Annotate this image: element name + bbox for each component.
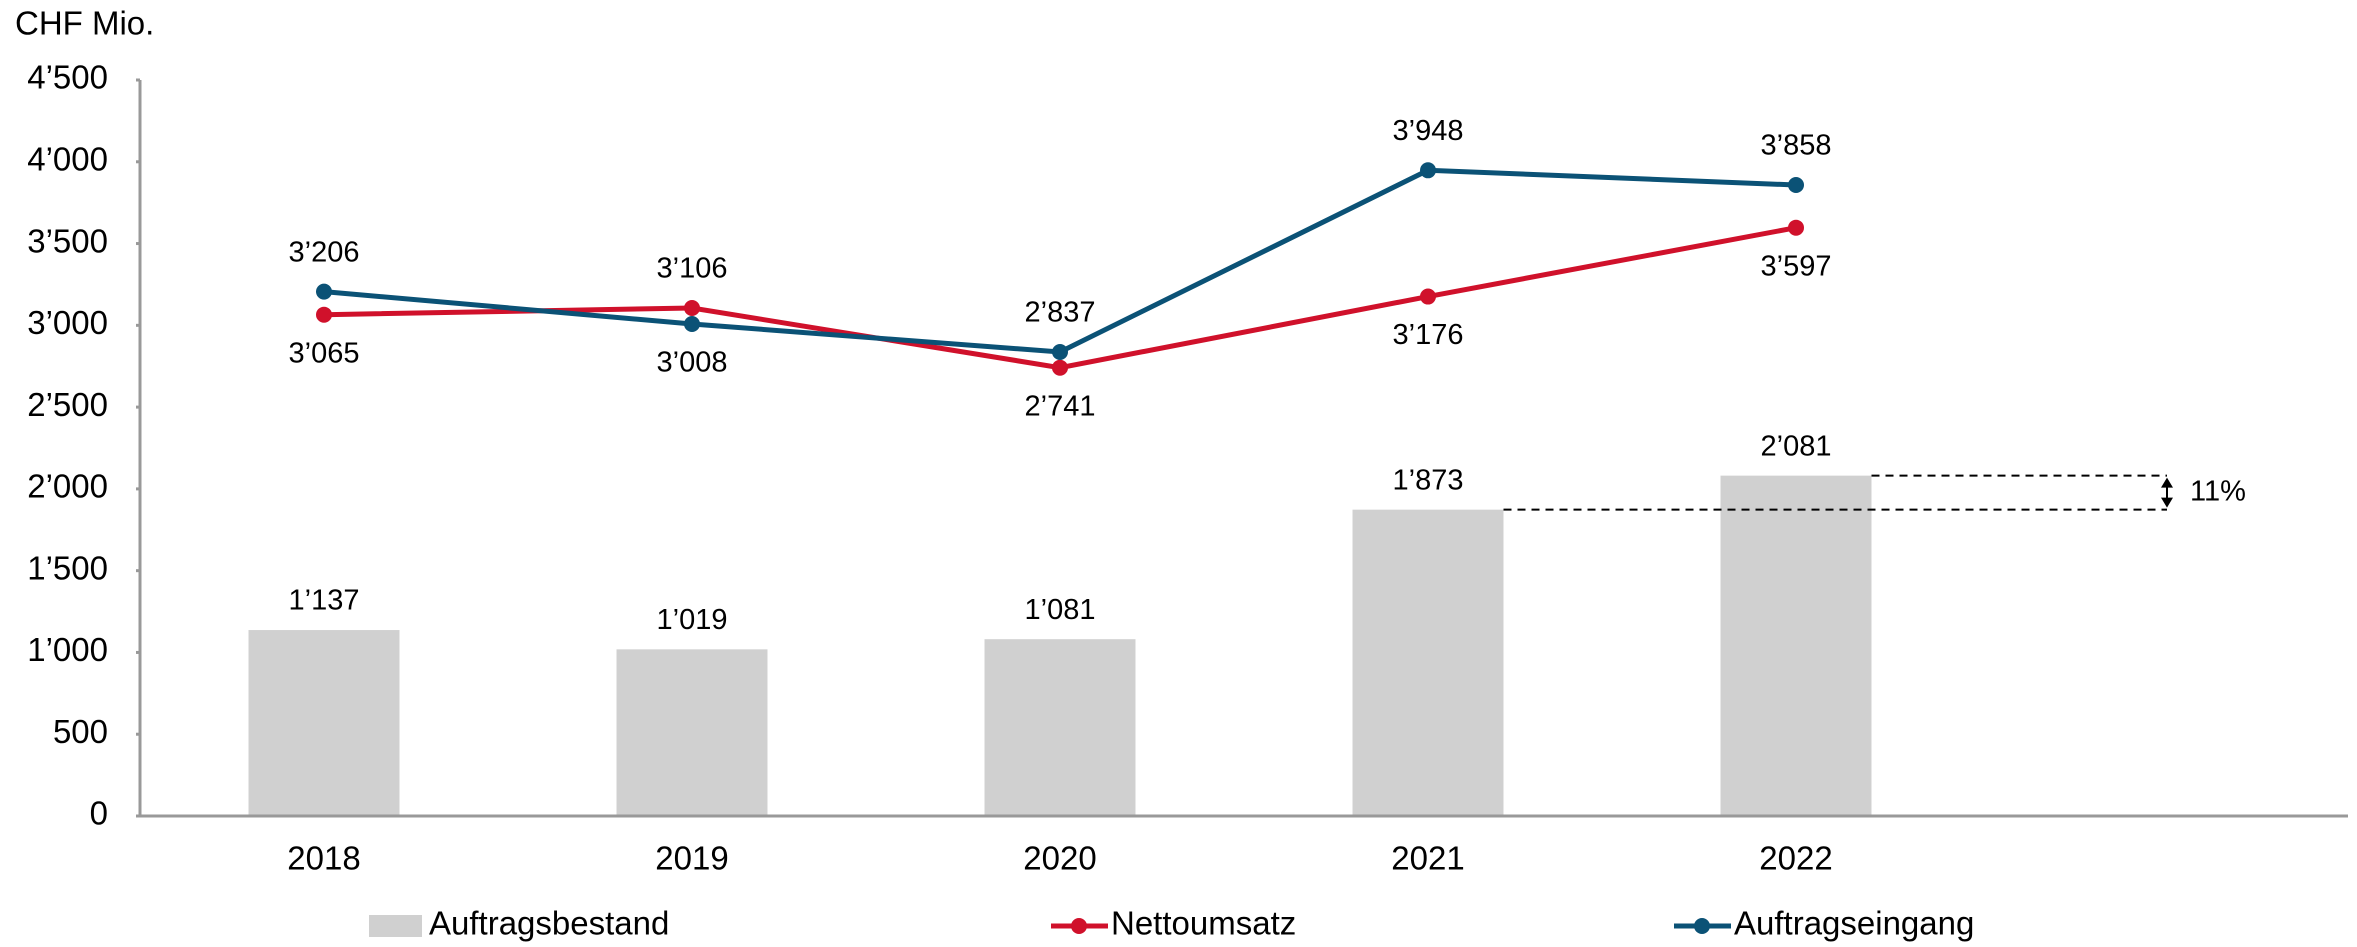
y-tick-label: 1’000 — [27, 631, 108, 668]
bar — [616, 649, 768, 816]
arrow-head — [2161, 477, 2173, 508]
line-value-label: 2’741 — [1025, 390, 1096, 422]
y-tick-label: 500 — [53, 713, 108, 750]
line-point — [1052, 359, 1068, 376]
bar — [1352, 509, 1504, 816]
line-point — [684, 316, 700, 333]
line-value-label: 3’858 — [1761, 130, 1832, 162]
bar-value-label: 1’137 — [289, 585, 360, 617]
line-value-label: 3’065 — [289, 337, 360, 369]
y-tick-label: 4’500 — [27, 59, 108, 96]
y-axis-unit: CHF Mio. — [15, 5, 154, 42]
y-tick-label: 4’000 — [27, 140, 108, 177]
line-point — [1052, 343, 1068, 360]
line-point — [316, 306, 332, 323]
bar-value-label: 1’081 — [1025, 594, 1096, 626]
legend-label: Auftragseingang — [1734, 905, 1974, 942]
y-tick-label: 1’500 — [27, 549, 108, 586]
bar — [1720, 475, 1872, 816]
y-tick-label: 3’500 — [27, 222, 108, 259]
x-tick-label: 2018 — [287, 840, 360, 877]
line-point — [1788, 177, 1804, 194]
x-tick-label: 2019 — [655, 840, 728, 877]
line-value-label: 3’008 — [657, 347, 728, 379]
x-tick-label: 2020 — [1023, 840, 1096, 877]
y-tick-label: 2’500 — [27, 386, 108, 423]
line-point — [316, 283, 332, 300]
bar-value-label: 1’873 — [1393, 464, 1464, 496]
line-value-label: 3’106 — [657, 253, 728, 285]
legend-label: Auftragsbestand — [429, 905, 669, 942]
x-tick-label: 2022 — [1759, 840, 1832, 877]
line-value-label: 2’837 — [1025, 297, 1096, 329]
annotation-label: 11% — [2190, 475, 2246, 507]
line-point — [1420, 288, 1436, 305]
bar — [248, 630, 400, 816]
y-tick-label: 0 — [90, 795, 108, 832]
y-tick-label: 2’000 — [27, 468, 108, 505]
legend-marker — [1694, 918, 1710, 934]
bar-value-label: 2’081 — [1761, 430, 1832, 462]
legend-marker — [1071, 918, 1087, 934]
y-tick-label: 3’000 — [27, 304, 108, 341]
line-value-label: 3’176 — [1393, 319, 1464, 351]
line-value-label: 3’948 — [1393, 115, 1464, 147]
legend-swatch — [369, 915, 422, 937]
line-point — [684, 299, 700, 316]
line-value-label: 3’597 — [1761, 250, 1832, 282]
line-value-label: 3’206 — [289, 236, 360, 268]
legend-label: Nettoumsatz — [1111, 905, 1296, 942]
line-point — [1420, 162, 1436, 179]
bar-value-label: 1’019 — [657, 604, 728, 636]
line-point — [1788, 219, 1804, 236]
x-tick-label: 2021 — [1391, 840, 1464, 877]
bar — [984, 639, 1136, 816]
